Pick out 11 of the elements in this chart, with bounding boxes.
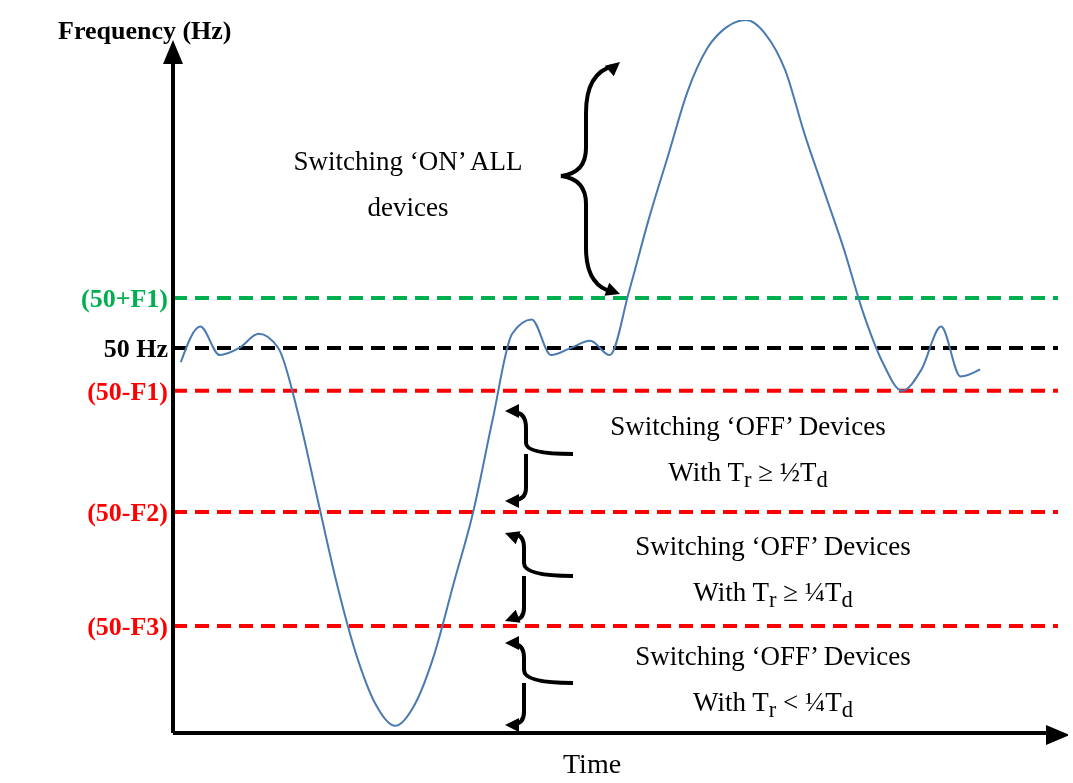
annotation: Switching ‘OFF’ Devices With T$_{r}$ ≥ ¼T$_{d}$ — [634, 530, 912, 615]
annotation: Switching ‘OFF’ Devices With T$_{r}$ ≥ ½T$_{d}$ — [609, 410, 887, 495]
ref-line-label: (50-F2) — [87, 498, 168, 528]
ref-line-label: (50-F3) — [87, 612, 168, 642]
ref-line-label: (50+F1) — [80, 284, 168, 314]
x-axis-title: Time — [563, 748, 622, 780]
y-axis-title: Frequency (Hz) — [58, 16, 232, 46]
annotation: Switching ‘ON’ ALL devices — [292, 145, 524, 224]
annotation: Switching ‘OFF’ Devices With T$_{r}$ < ¼T$_{d}$ — [634, 640, 912, 725]
ref-line-label: 50 Hz — [103, 334, 168, 364]
ref-line-label: (50-F1) — [87, 376, 168, 406]
